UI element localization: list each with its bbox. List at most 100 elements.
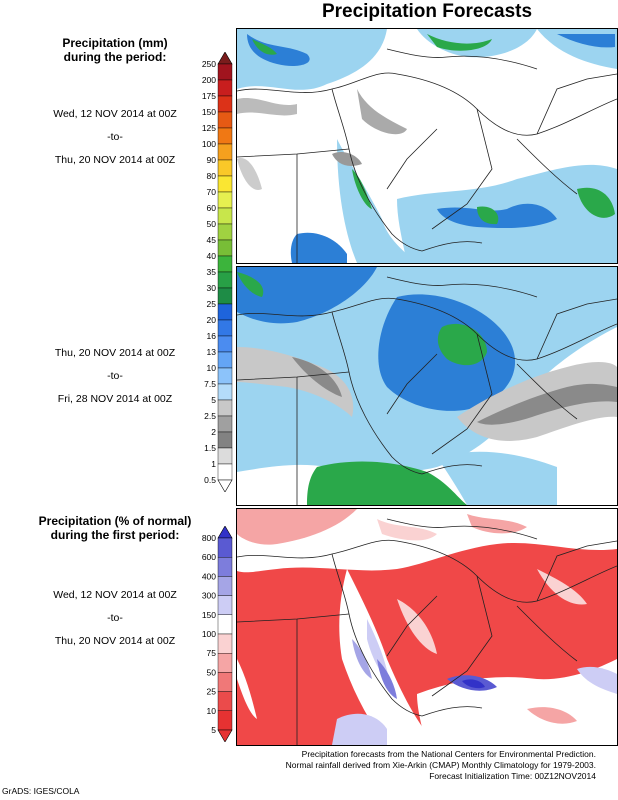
pct-heading-line1: Precipitation (% of normal) (38, 514, 192, 528)
mm-colorbar-swatch (217, 63, 233, 81)
mm-colorbar-swatch (217, 383, 233, 401)
pct-colorbar-swatch (217, 633, 233, 654)
pct-colorbar-swatch (217, 710, 233, 731)
mm-colorbar-tick-label: 30 (207, 283, 217, 293)
mm-colorbar-tick-label: 16 (207, 331, 217, 341)
pct-colorbar-swatch (217, 691, 233, 712)
footer-line2: Normal rainfall derived from Xie-Arkin (… (285, 760, 596, 770)
pct-heading: Precipitation (% of normal) during the f… (10, 514, 220, 542)
mm-colorbar-tick-label: 5 (211, 395, 216, 405)
mm-colorbar-tick-label: 80 (207, 171, 217, 181)
mm-colorbar-swatch (217, 239, 233, 257)
pct-colorbar-tick-label: 300 (202, 591, 216, 601)
mm-colorbar-swatch (217, 143, 233, 161)
period1-start: Wed, 12 NOV 2014 at 00Z (53, 108, 177, 120)
mm-colorbar-swatch (217, 463, 233, 481)
pct-colorbar-tick-label: 5 (211, 725, 216, 735)
mm-colorbar-swatch (217, 223, 233, 241)
mm-colorbar-tick-label: 175 (202, 91, 216, 101)
mm-colorbar-swatch (217, 447, 233, 465)
mm-colorbar-tick-label: 125 (202, 123, 216, 133)
mm-colorbar-tick-label: 1 (211, 459, 216, 469)
mm-colorbar-swatch (217, 95, 233, 113)
mm-colorbar-cap-top (217, 52, 233, 65)
pct-heading-line2: during the first period: (50, 528, 180, 542)
pct-colorbar-cap-bottom (217, 729, 233, 742)
pct-colorbar-tick-label: 400 (202, 571, 216, 581)
pct-colorbar-tick-label: 100 (202, 629, 216, 639)
period1-end: Thu, 20 NOV 2014 at 00Z (54, 154, 176, 166)
mm-colorbar-tick-label: 70 (207, 187, 217, 197)
period3-end: Thu, 20 NOV 2014 at 00Z (54, 635, 176, 647)
pct-colorbar-tick-label: 25 (207, 687, 217, 697)
map-period2 (236, 266, 618, 506)
period1-label: Wed, 12 NOV 2014 at 00Z -to- Thu, 20 NOV… (20, 108, 210, 166)
mm-colorbar-tick-label: 90 (207, 155, 217, 165)
mm-colorbar-swatch (217, 319, 233, 337)
pct-colorbar-swatch (217, 614, 233, 635)
mm-colorbar-swatch (217, 111, 233, 129)
mm-colorbar-swatch (217, 335, 233, 353)
mm-colorbar-tick-label: 45 (207, 235, 217, 245)
pct-colorbar-tick-label: 800 (202, 533, 216, 543)
mm-colorbar-tick-label: 25 (207, 299, 217, 309)
pct-colorbar-tick-label: 10 (207, 706, 217, 716)
period2-label: Thu, 20 NOV 2014 at 00Z -to- Fri, 28 NOV… (20, 347, 210, 405)
mm-colorbar-tick-label: 2 (211, 427, 216, 437)
pct-colorbar-swatch (217, 595, 233, 615)
mm-colorbar-swatch (217, 399, 233, 417)
period3-to: -to- (107, 612, 123, 624)
mm-colorbar-tick-label: 35 (207, 267, 217, 277)
mm-colorbar-tick-label: 150 (202, 107, 216, 117)
mm-heading-line2: during the period: (63, 50, 167, 64)
period2-start: Thu, 20 NOV 2014 at 00Z (54, 347, 176, 359)
mm-heading: Precipitation (mm) during the period: (20, 36, 210, 64)
pct-colorbar-tick-label: 600 (202, 552, 216, 562)
pct-colorbar-swatch (217, 537, 233, 558)
mm-colorbar-tick-label: 13 (207, 347, 217, 357)
page-title: Precipitation Forecasts (321, 1, 533, 22)
period1-to: -to- (107, 131, 123, 143)
percent-colorbar: 800 600 400 300 150 100 75 50 25 10 5 (202, 526, 233, 742)
pct-colorbar-swatch (217, 652, 233, 673)
mm-colorbar-swatch (217, 431, 233, 449)
mm-colorbar-swatch (217, 207, 233, 225)
mm-colorbar-tick-label: 200 (202, 75, 216, 85)
pct-colorbar-tick-label: 150 (202, 610, 216, 620)
mm-colorbar-swatch (217, 255, 233, 273)
period3-label: Wed, 12 NOV 2014 at 00Z -to- Thu, 20 NOV… (20, 589, 210, 647)
period2-to: -to- (107, 370, 123, 382)
mm-colorbar-swatch (217, 271, 233, 289)
map-percent-normal (236, 508, 618, 746)
mm-colorbar-swatch (217, 351, 233, 369)
footer-line1: Precipitation forecasts from the Nationa… (301, 749, 596, 759)
mm-colorbar-tick-label: 60 (207, 203, 217, 213)
pct-colorbar-swatch (217, 557, 233, 577)
pct-colorbar-cap-top (217, 526, 233, 539)
map-period1 (236, 28, 618, 264)
mm-colorbar-tick-label: 100 (202, 139, 216, 149)
period2-end: Fri, 28 NOV 2014 at 00Z (57, 393, 173, 405)
mm-colorbar-tick-label: 50 (207, 219, 217, 229)
footer-line3: Forecast Initialization Time: 00Z12NOV20… (429, 771, 596, 781)
pct-colorbar-swatch (217, 672, 233, 692)
mm-heading-line1: Precipitation (mm) (62, 36, 168, 50)
footer: Precipitation forecasts from the Nationa… (180, 749, 596, 782)
period3-start: Wed, 12 NOV 2014 at 00Z (53, 589, 177, 601)
mm-colorbar-tick-label: 20 (207, 315, 217, 325)
mm-colorbar-swatch (217, 287, 233, 305)
credit: GrADS: IGES/COLA (2, 786, 80, 796)
mm-colorbar-tick-label: 0.5 (204, 475, 216, 485)
mm-colorbar-tick-label: 2.5 (204, 411, 216, 421)
pct-colorbar-tick-label: 50 (207, 667, 217, 677)
mm-colorbar-cap-bottom (217, 479, 233, 492)
mm-colorbar-tick-label: 250 (202, 59, 216, 69)
mm-colorbar-swatch (217, 175, 233, 193)
mm-colorbar-swatch (217, 191, 233, 209)
mm-colorbar: 2502001751501251009080706050454035302520… (202, 52, 233, 492)
mm-colorbar-swatch (217, 303, 233, 321)
mm-colorbar-swatch (217, 79, 233, 97)
pct-colorbar-tick-label: 75 (207, 648, 217, 658)
mm-colorbar-tick-label: 10 (207, 363, 217, 373)
mm-colorbar-swatch (217, 367, 233, 385)
